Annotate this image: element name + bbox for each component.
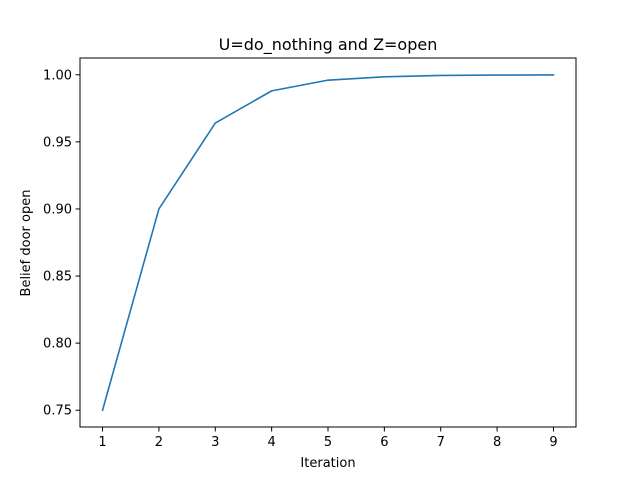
y-tick-label: 0.90 (43, 202, 72, 217)
x-tick-label: 2 (155, 435, 163, 450)
y-tick-label: 0.95 (43, 135, 72, 150)
x-tick-label: 4 (267, 435, 275, 450)
x-tick-label: 1 (98, 435, 106, 450)
x-tick-label: 6 (380, 435, 388, 450)
y-tick-label: 1.00 (43, 68, 72, 83)
y-tick-label: 0.75 (43, 404, 72, 419)
y-tick-label: 0.85 (43, 270, 72, 285)
x-tick-label: 5 (324, 435, 332, 450)
x-tick-label: 3 (211, 435, 219, 450)
x-tick-label: 9 (549, 435, 557, 450)
series-layer (101, 74, 555, 412)
x-tick-label: 7 (437, 435, 445, 450)
chart-title: U=do_nothing and Z=open (219, 35, 438, 55)
y-tick-label: 0.80 (43, 337, 72, 352)
x-tick-label: 8 (493, 435, 501, 450)
y-axis-label: Belief door open (19, 190, 34, 297)
x-axis-ticks: 1 2 3 4 5 6 7 8 9 (98, 427, 558, 450)
x-axis-label: Iteration (300, 456, 355, 471)
y-axis-ticks: 0.75 0.80 0.85 0.90 0.95 1.00 (43, 68, 80, 419)
